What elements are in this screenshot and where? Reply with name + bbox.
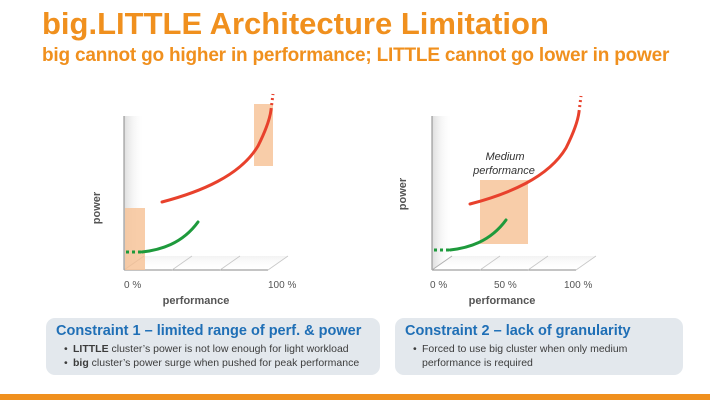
plot-back-wall xyxy=(432,116,452,270)
constraint-1-box: Constraint 1 – limited range of perf. & … xyxy=(46,318,380,375)
constraint-1-bullet-2-text: cluster’s power surge when pushed for pe… xyxy=(88,357,360,369)
depth-axis xyxy=(431,255,453,271)
little-cluster-curve xyxy=(140,220,200,254)
constraint-2-title: Constraint 2 – lack of granularity xyxy=(405,323,631,339)
little-cluster-curve xyxy=(448,218,508,252)
bullet-dot: • xyxy=(64,357,68,369)
floor-grid-line xyxy=(527,255,549,271)
floor-grid-line xyxy=(267,255,289,271)
x-tick-label-mid: 50 % xyxy=(494,280,517,291)
medium-annotation-line1: Medium xyxy=(485,151,524,163)
bottom-accent-bar xyxy=(0,394,710,400)
big-cluster-curve-dotted xyxy=(577,95,583,113)
constraint-2-bullet-1-line2: performance is required xyxy=(422,357,533,369)
constraint-1-bullet-1: • LITTLE cluster’s power is not low enoug… xyxy=(64,343,349,356)
floor-grid-line xyxy=(171,255,193,271)
power-performance-plot-2: Medium performance power 0 % 50 % 100 % … xyxy=(397,95,597,307)
plot-floor xyxy=(124,256,288,270)
constraint-2-bullet-1-cont: performance is required xyxy=(413,357,533,370)
x-tick-label-end: 100 % xyxy=(564,280,592,291)
constraint-2-bullet-1: • Forced to use big cluster when only med… xyxy=(413,343,627,356)
x-axis-label: performance xyxy=(163,295,230,307)
floor-grid-line xyxy=(219,255,241,271)
constraint-2-bullet-1-line1: Forced to use big cluster when only medi… xyxy=(422,343,628,355)
big-cluster-curve xyxy=(160,108,273,204)
constraint-1-bullet-1-text: cluster’s power is not low enough for li… xyxy=(108,343,349,355)
x-tick-label-start: 0 % xyxy=(124,280,141,291)
big-cluster-curve xyxy=(468,110,581,206)
floor-grid-line xyxy=(479,255,501,271)
constraint-1-bullet-2: • big cluster’s power surge when pushed f… xyxy=(64,357,359,370)
medium-annotation-line2: performance xyxy=(472,165,535,177)
power-performance-plot-1: power 0 % 100 % performance xyxy=(91,93,296,307)
x-tick-label-end: 100 % xyxy=(268,280,296,291)
bullet-dot: • xyxy=(64,343,68,355)
constraint-1-title: Constraint 1 – limited range of perf. & … xyxy=(56,323,362,339)
little-power-highlight xyxy=(125,208,145,270)
bullet-dot: • xyxy=(413,343,417,355)
x-tick-label-start: 0 % xyxy=(430,280,447,291)
plot-floor xyxy=(432,256,596,270)
floor-grid-line xyxy=(575,255,597,271)
constraint-1-bullet-1-bold: LITTLE xyxy=(73,343,109,355)
y-axis-label: power xyxy=(397,177,409,210)
constraint-2-box: Constraint 2 – lack of granularity • Forc… xyxy=(395,318,683,375)
constraint-1-bullet-2-bold: big xyxy=(73,357,89,369)
slide-subtitle: big cannot go higher in performance; LIT… xyxy=(42,45,670,66)
slide-title: big.LITTLE Architecture Limitation xyxy=(42,6,549,41)
x-axis-label: performance xyxy=(469,295,536,307)
y-axis-label: power xyxy=(91,191,103,224)
medium-performance-highlight xyxy=(480,180,528,244)
